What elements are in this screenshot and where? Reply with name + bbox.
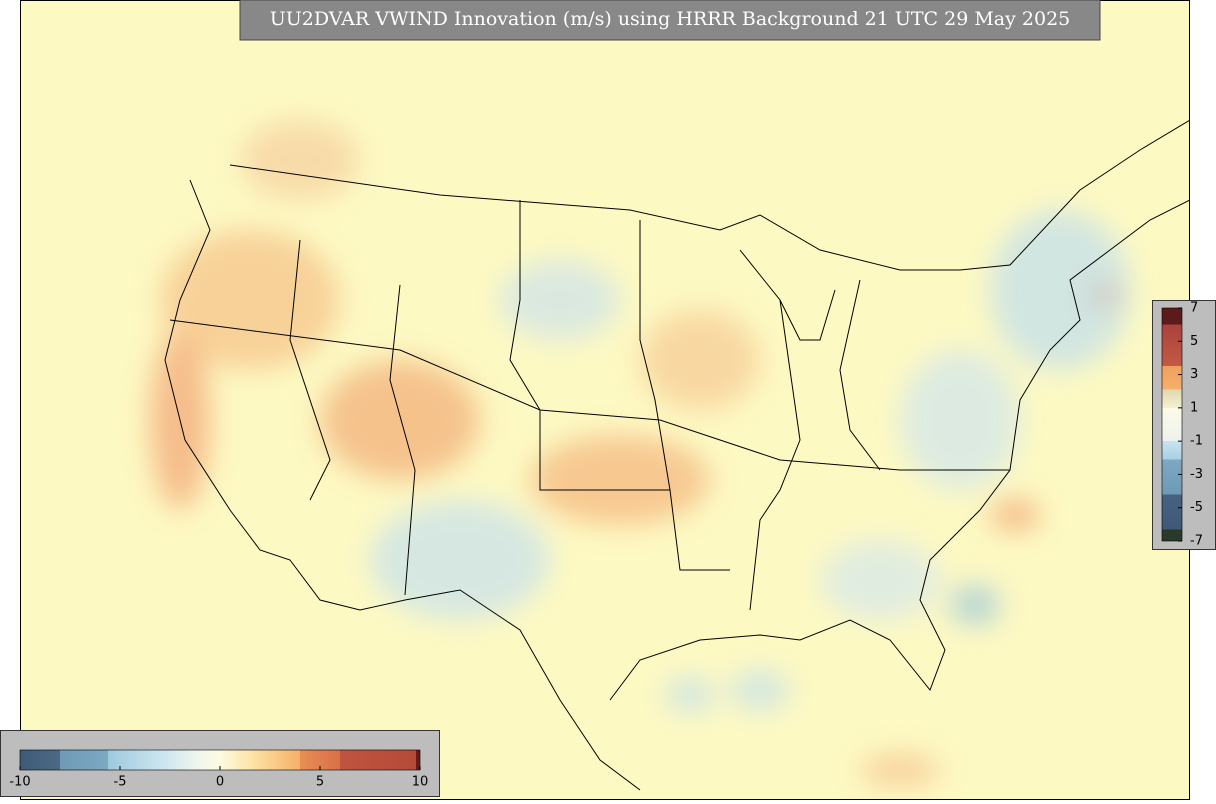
tick-label: -7 <box>1190 534 1203 549</box>
map-title: UU2DVAR VWIND Innovation (m/s) using HRR… <box>270 8 1071 30</box>
colorbar-vertical: 7 5 3 1 -1 -3 -5 -7 <box>1152 300 1216 550</box>
map <box>20 0 1190 800</box>
tick-label: 1 <box>1190 400 1198 415</box>
tick-label: -10 <box>9 775 30 790</box>
tick-label: 3 <box>1190 367 1198 382</box>
innovation-field <box>150 120 1130 785</box>
tick-label: -1 <box>1190 434 1203 449</box>
colorbar-horizontal: -10 -5 0 5 10 <box>0 730 440 797</box>
tick-label: 10 <box>412 775 429 790</box>
colorbar <box>1161 307 1183 542</box>
title-box <box>239 0 1101 41</box>
tick-label: 5 <box>1190 334 1198 349</box>
boundaries <box>164 119 1190 791</box>
tick-label: -5 <box>114 775 127 790</box>
tick-label: 0 <box>216 775 224 790</box>
tick-label: 5 <box>316 775 324 790</box>
tick-label: -5 <box>1190 500 1203 515</box>
tick-label: 7 <box>1190 301 1198 316</box>
tick-label: -3 <box>1190 467 1203 482</box>
